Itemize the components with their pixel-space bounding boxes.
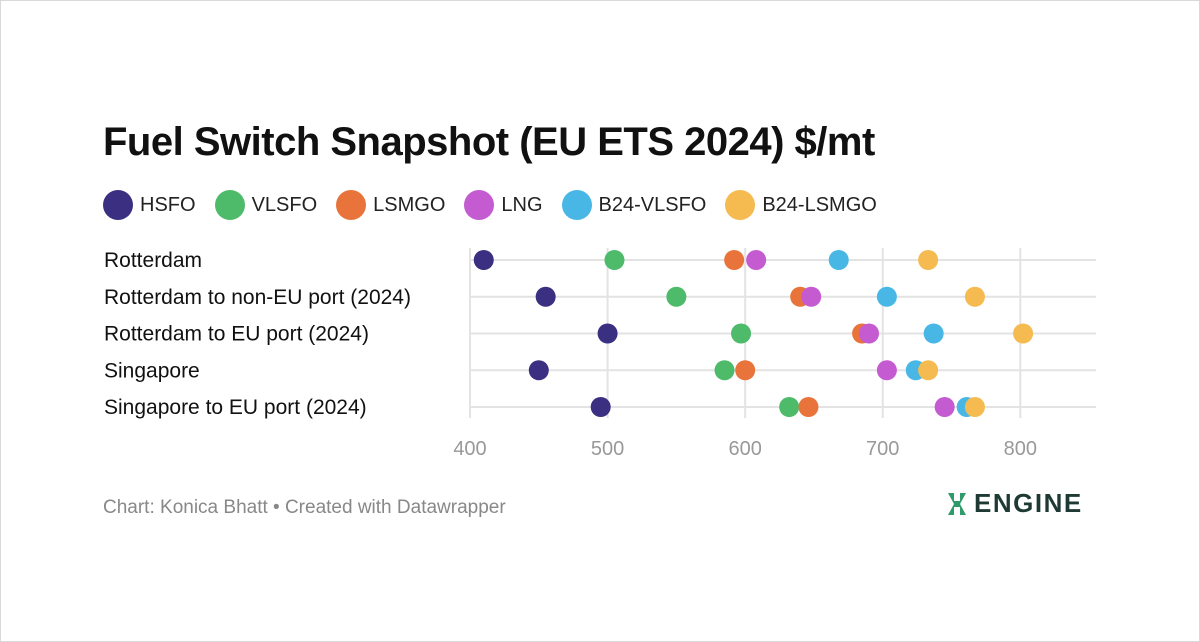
category-label: Rotterdam to non-EU port (2024)	[104, 286, 411, 309]
legend-swatch	[336, 190, 367, 220]
dot-lng	[876, 360, 897, 381]
dot-b24-vlsfo	[828, 250, 849, 270]
engine-logo-icon	[948, 492, 966, 515]
dot-b24-vlsfo	[923, 323, 944, 344]
x-tick-label: 600	[728, 438, 761, 460]
dot-vlsfo	[714, 360, 735, 381]
dot-b24-lsmgo	[918, 250, 939, 270]
chart-title: Fuel Switch Snapshot (EU ETS 2024) $/mt	[103, 120, 875, 164]
dot-vlsfo	[666, 286, 687, 307]
dot-lng	[934, 397, 955, 417]
dot-hsfo	[597, 323, 618, 344]
dot-lng	[746, 250, 767, 270]
dot-b24-lsmgo	[1013, 323, 1034, 344]
legend-swatch	[464, 190, 495, 220]
legend-item-lng: LNG	[464, 190, 543, 220]
x-tick-label: 500	[591, 438, 624, 460]
legend-item-vlsfo: VLSFO	[214, 190, 318, 220]
legend-swatch	[103, 190, 133, 220]
legend-item-lsmgo: LSMGO	[336, 190, 445, 220]
dot-b24-lsmgo	[964, 286, 985, 307]
legend-label: LNG	[501, 193, 543, 216]
dot-hsfo	[535, 286, 556, 307]
dot-lsmgo	[798, 397, 819, 417]
category-label: Singapore to EU port (2024)	[104, 396, 367, 419]
dot-lsmgo	[724, 250, 745, 270]
legend-swatch	[725, 190, 756, 220]
category-label: Rotterdam to EU port (2024)	[104, 323, 369, 346]
dot-hsfo	[590, 397, 611, 417]
x-tick-label: 400	[453, 438, 486, 460]
dot-b24-lsmgo	[918, 360, 939, 381]
dot-b24-vlsfo	[876, 286, 897, 307]
legend-swatch	[561, 190, 592, 220]
legend-label: B24-VLSFO	[598, 193, 707, 216]
dot-lng	[858, 323, 879, 344]
legend: HSFO VLSFO LSMGO LNG B24-VLSFO B24-LSMGO	[103, 188, 896, 222]
engine-logo-text: ENGINE	[974, 488, 1083, 518]
category-label: Rotterdam	[104, 249, 202, 272]
legend-label: B24-LSMGO	[762, 193, 877, 216]
dot-vlsfo	[731, 323, 752, 344]
dot-lng	[801, 286, 822, 307]
legend-label: HSFO	[140, 193, 196, 216]
dot-b24-lsmgo	[964, 397, 985, 417]
legend-label: LSMGO	[373, 193, 446, 216]
x-tick-label: 800	[1004, 438, 1037, 460]
x-tick-label: 700	[866, 438, 899, 460]
legend-item-b24-lsmgo: B24-LSMGO	[725, 190, 877, 220]
dot-vlsfo	[604, 250, 625, 270]
category-label: Singapore	[104, 359, 200, 382]
dot-vlsfo	[779, 397, 800, 417]
dot-lsmgo	[735, 360, 756, 381]
dot-hsfo	[473, 250, 494, 270]
chart-credit: Chart: Konica Bhatt • Created with Dataw…	[103, 497, 506, 518]
legend-item-hsfo: HSFO	[103, 190, 196, 220]
dot-hsfo	[528, 360, 549, 381]
engine-logo: ENGINE	[946, 488, 1083, 519]
legend-item-b24-vlsfo: B24-VLSFO	[561, 190, 707, 220]
legend-swatch	[214, 190, 245, 220]
legend-label: VLSFO	[251, 193, 318, 216]
